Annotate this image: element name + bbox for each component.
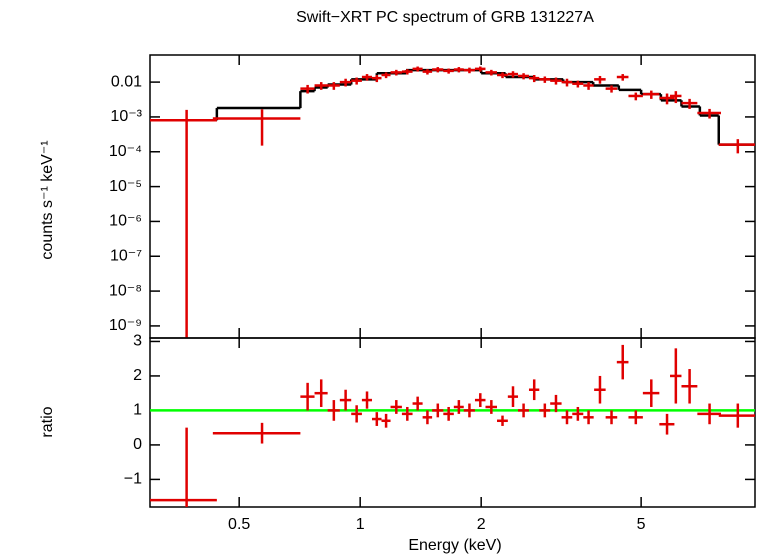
y-tick-label: 10⁻⁷ [110,247,142,264]
x-tick-label: 0.5 [228,516,250,533]
y-tick-label: 10⁻⁹ [109,317,142,334]
plot-frame [149,337,756,508]
x-tick-label: 2 [477,516,486,533]
y-tick-label: 0 [133,436,142,453]
x-axis-label: Energy (keV) [408,537,501,554]
y-tick-label: 3 [133,333,142,350]
y-tick-label: 0.01 [111,73,142,90]
y-tick-label: 10⁻⁸ [109,282,142,299]
chart-title: Swift−XRT PC spectrum of GRB 131227A [296,9,594,26]
y-axis-label: ratio [39,406,56,437]
y-tick-label: 1 [133,402,142,419]
x-tick-label: 1 [356,516,365,533]
y-tick-label: 10⁻⁶ [109,213,142,230]
y-tick-label: 10⁻⁵ [109,178,142,195]
x-tick-label: 5 [637,516,646,533]
y-tick-label: 10⁻³ [110,108,142,125]
y-tick-label: −1 [124,471,142,488]
y-tick-label: 10⁻⁴ [109,143,142,160]
y-axis-label: counts s⁻¹ keV⁻¹ [39,140,56,259]
y-tick-label: 2 [133,367,142,384]
